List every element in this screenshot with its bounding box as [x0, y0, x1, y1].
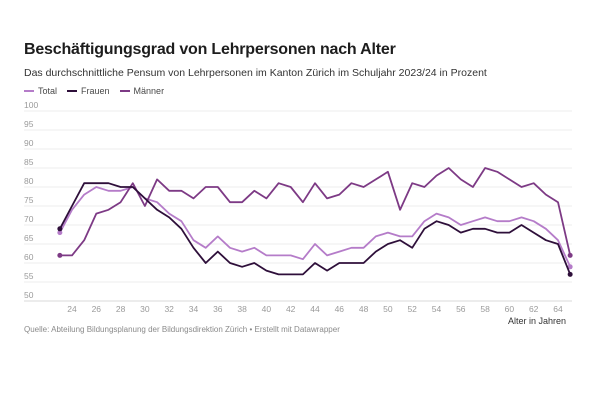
endpoint-dot-maenner — [567, 252, 573, 258]
y-axis-ticks: 100 95 90 85 80 75 70 65 60 55 50 — [24, 100, 38, 300]
x-tick-label: 32 — [164, 304, 174, 314]
endpoint-dot-maenner — [57, 252, 63, 258]
y-tick-label: 95 — [24, 119, 34, 129]
legend-item-total: Total — [24, 86, 57, 96]
x-tick-label: 26 — [92, 304, 102, 314]
legend: Total Frauen Männer — [24, 86, 164, 96]
legend-label-total: Total — [38, 86, 58, 96]
x-tick-label: 40 — [262, 304, 272, 314]
source-footer: Quelle: Abteilung Bildungsplanung der Bi… — [24, 325, 340, 334]
gridlines — [24, 110, 572, 302]
endpoint-dot-frauen — [57, 226, 63, 232]
x-tick-label: 64 — [553, 304, 563, 314]
series-line-frauen — [59, 182, 572, 276]
legend-label-maenner: Männer — [133, 86, 165, 96]
y-tick-label: 85 — [24, 157, 34, 167]
series-line-maenner — [59, 167, 572, 257]
y-tick-label: 65 — [24, 233, 34, 243]
y-tick-label: 100 — [24, 100, 38, 110]
x-tick-label: 48 — [359, 304, 369, 314]
x-tick-label: 34 — [189, 304, 199, 314]
x-tick-label: 50 — [383, 304, 393, 314]
x-tick-label: 36 — [213, 304, 223, 314]
x-tick-label: 38 — [237, 304, 247, 314]
x-tick-label: 58 — [480, 304, 490, 314]
x-axis-ticks: 24 26 28 30 32 34 36 38 40 42 44 46 48 50 52 54 56 58 60 62… — [67, 304, 563, 314]
chart-subtitle: Das durchschnittliche Pensum von Lehrper… — [24, 67, 487, 79]
endpoint-dot-total — [57, 230, 63, 236]
x-tick-label: 44 — [310, 304, 320, 314]
x-tick-label: 28 — [116, 304, 126, 314]
legend-swatch-frauen — [67, 90, 78, 92]
series-line-total — [59, 186, 572, 268]
x-tick-label: 24 — [67, 304, 77, 314]
x-tick-label: 62 — [529, 304, 539, 314]
endpoint-dot-frauen — [567, 271, 573, 277]
x-tick-label: 60 — [505, 304, 515, 314]
x-axis-title: Alter in Jahren — [508, 316, 566, 326]
series-lines — [57, 167, 573, 277]
x-tick-label: 42 — [286, 304, 296, 314]
x-tick-label: 56 — [456, 304, 466, 314]
y-tick-label: 90 — [24, 138, 34, 148]
y-tick-label: 80 — [24, 176, 34, 186]
legend-swatch-total — [24, 90, 34, 92]
legend-swatch-maenner — [119, 90, 130, 92]
y-tick-label: 70 — [24, 214, 34, 224]
y-tick-label: 50 — [24, 290, 34, 300]
y-tick-label: 55 — [24, 271, 34, 281]
y-tick-label: 60 — [24, 252, 34, 262]
x-tick-label: 30 — [140, 304, 150, 314]
x-tick-label: 54 — [432, 304, 442, 314]
legend-label-frauen: Frauen — [81, 86, 110, 96]
x-tick-label: 52 — [407, 304, 417, 314]
chart-title: Beschäftigungsgrad von Lehrpersonen nach… — [24, 41, 396, 58]
legend-item-frauen: Frauen — [67, 86, 110, 96]
endpoint-dot-total — [567, 264, 573, 270]
legend-item-maenner: Männer — [119, 86, 165, 96]
x-tick-label: 46 — [335, 304, 345, 314]
y-tick-label: 75 — [24, 195, 34, 205]
